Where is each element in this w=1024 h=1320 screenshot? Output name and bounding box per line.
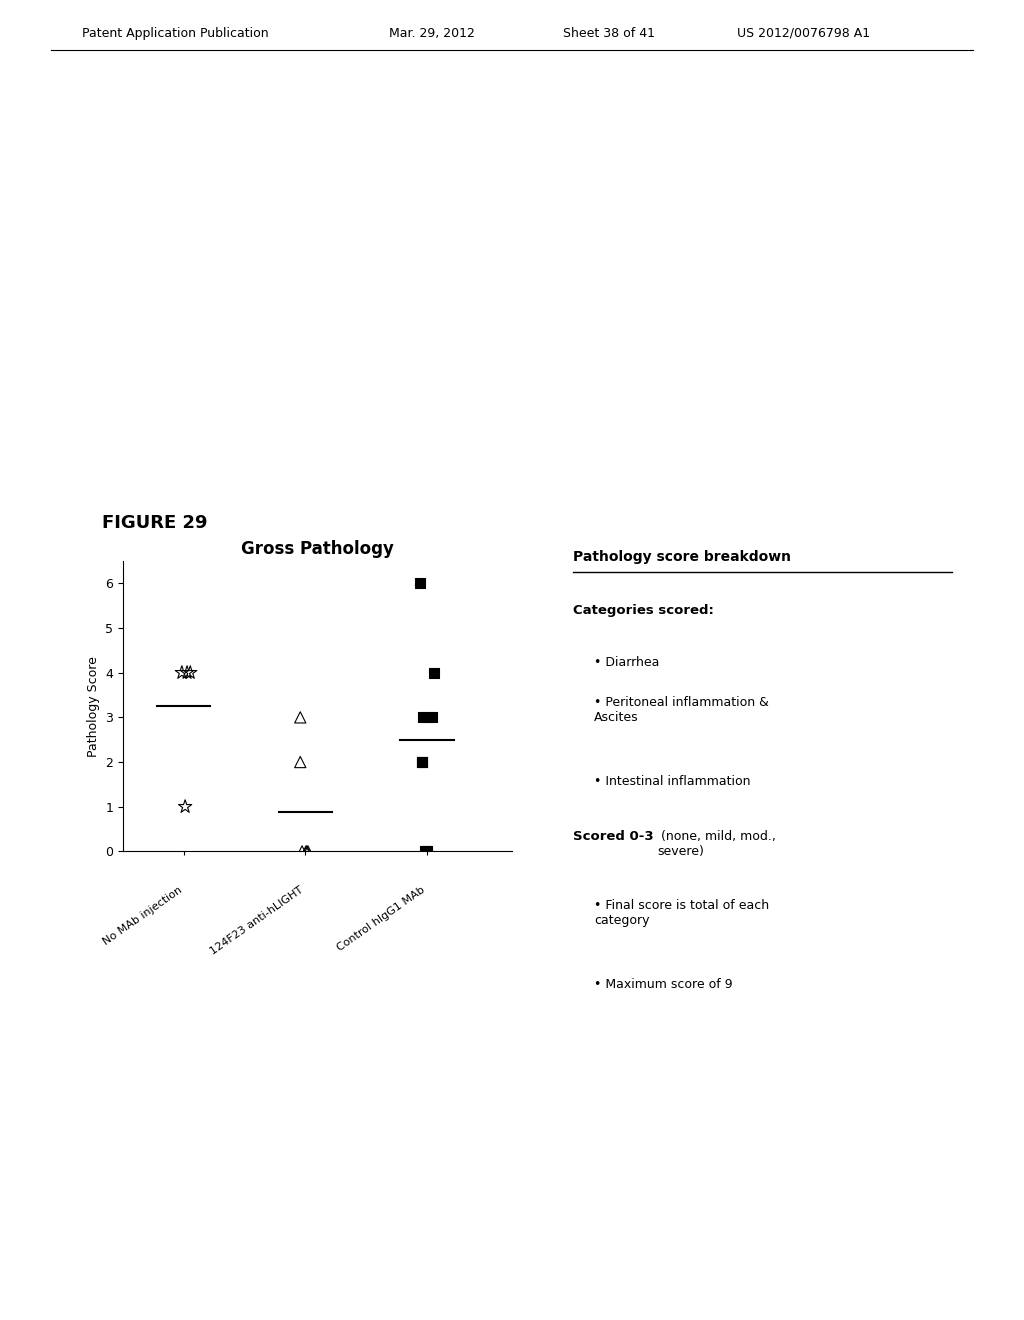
Text: Patent Application Publication: Patent Application Publication [82,26,268,40]
Text: Control hIgG1 MAb: Control hIgG1 MAb [336,884,427,953]
Point [292,751,308,772]
Point [179,663,196,684]
Text: Mar. 29, 2012: Mar. 29, 2012 [389,26,475,40]
Point [174,663,190,684]
Text: • Diarrhea: • Diarrhea [594,656,659,669]
Point [294,841,310,862]
Text: • Intestinal inflammation: • Intestinal inflammation [594,775,751,788]
Text: (none, mild, mod.,
severe): (none, mild, mod., severe) [657,830,776,858]
Point [299,841,315,862]
Text: Categories scored:: Categories scored: [573,603,715,616]
Text: • Peritoneal inflammation &
Ascites: • Peritoneal inflammation & Ascites [594,696,769,723]
Text: 124F23 anti-hLIGHT: 124F23 anti-hLIGHT [209,884,305,957]
Point [298,841,314,862]
Point [414,751,430,772]
Text: No MAb injection: No MAb injection [100,884,183,946]
Point [419,841,435,862]
Text: • Final score is total of each
category: • Final score is total of each category [594,899,769,927]
Point [417,841,433,862]
Y-axis label: Pathology Score: Pathology Score [87,656,99,756]
Text: Sheet 38 of 41: Sheet 38 of 41 [563,26,655,40]
Text: • Maximum score of 9: • Maximum score of 9 [594,978,732,991]
Point [292,706,308,727]
Text: Pathology score breakdown: Pathology score breakdown [573,550,792,564]
Point [412,573,428,594]
Text: Scored 0-3: Scored 0-3 [573,830,654,843]
Text: FIGURE 29: FIGURE 29 [102,513,208,532]
Point [182,663,199,684]
Point [424,706,440,727]
Point [414,751,430,772]
Title: Gross Pathology: Gross Pathology [241,540,394,558]
Point [415,706,431,727]
Point [177,796,194,817]
Text: US 2012/0076798 A1: US 2012/0076798 A1 [737,26,870,40]
Point [426,663,442,684]
Point [300,841,316,862]
